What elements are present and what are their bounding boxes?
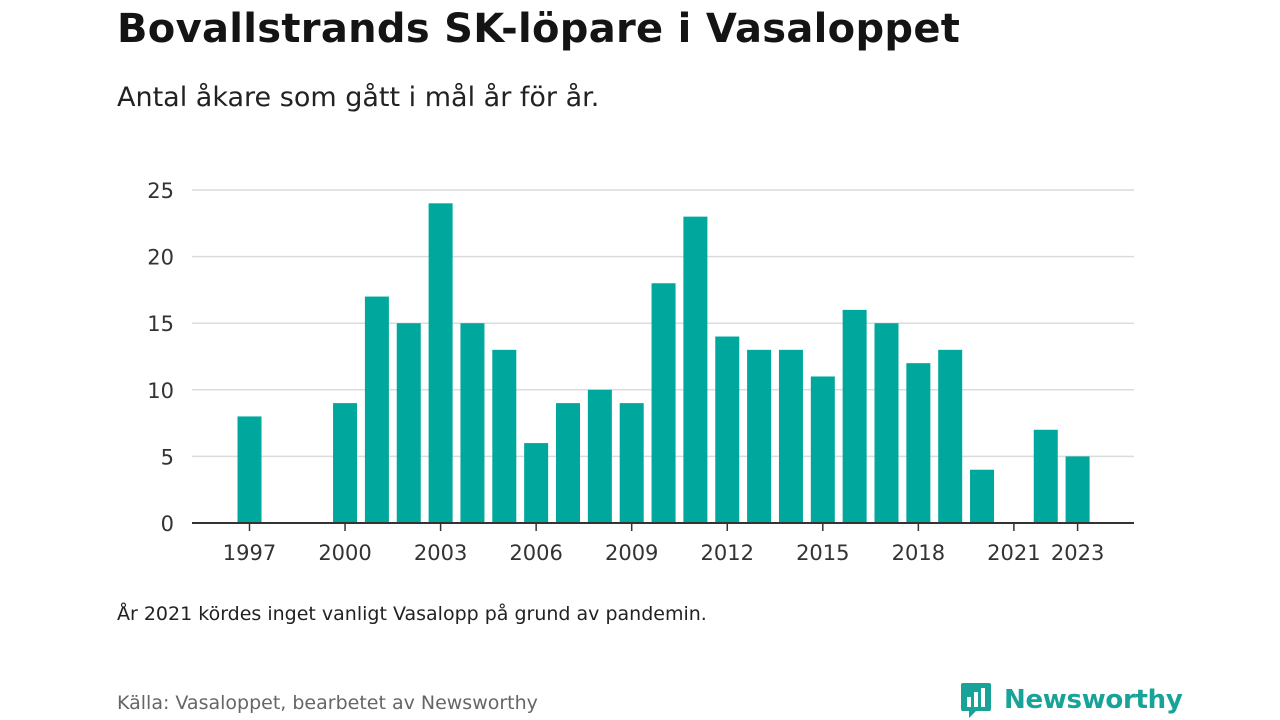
bar-2006: [524, 443, 549, 523]
x-tick-label: 2000: [318, 541, 371, 565]
bar-2011: [683, 216, 708, 523]
x-tick-label: 2009: [605, 541, 658, 565]
bar-2019: [938, 349, 963, 523]
y-tick-label: 10: [147, 379, 174, 403]
bar-2020: [970, 469, 995, 523]
source-credit: Källa: Vasaloppet, bearbetet av Newswort…: [117, 692, 538, 714]
x-tick-label: 2015: [796, 541, 849, 565]
bar-2007: [556, 403, 580, 523]
y-tick-label: 0: [161, 512, 174, 536]
y-tick-label: 5: [161, 445, 174, 469]
bar-2009: [619, 403, 644, 523]
bar-2018: [906, 363, 931, 523]
x-tick-label: 2006: [509, 541, 562, 565]
x-tick-label: 2023: [1051, 541, 1104, 565]
bar-2013: [747, 349, 772, 523]
bar-2001: [364, 296, 389, 523]
bar-1997: [237, 416, 262, 523]
axes: 0 5 10 15 20 25 1997 2000 2003 2006 2009 2012 2015 20…: [147, 179, 1134, 565]
bar-2014: [778, 349, 803, 523]
x-tick-label: 2018: [892, 541, 945, 565]
bar-2022: [1033, 429, 1058, 523]
newsworthy-logo: Newsworthy: [960, 680, 1183, 720]
bar-2023: [1065, 456, 1090, 523]
bar-2015: [810, 376, 835, 523]
bar-2012: [715, 336, 740, 523]
chart-note: År 2021 kördes inget vanligt Vasalopp på…: [117, 603, 707, 625]
bars: [237, 203, 1090, 523]
bar-chart: 0 5 10 15 20 25 1997 2000 2003 2006 2009 2012 2015 20…: [147, 179, 1134, 565]
y-tick-label: 25: [147, 179, 174, 203]
y-tick-label: 15: [147, 312, 174, 336]
chart-subtitle: Antal åkare som gått i mål år för år.: [117, 82, 600, 113]
x-tick-label: 2003: [414, 541, 467, 565]
bar-2016: [842, 309, 867, 523]
bar-2017: [874, 323, 899, 523]
brand-name: Newsworthy: [1004, 685, 1183, 715]
x-tick-label: 2021: [987, 541, 1040, 565]
y-tick-label: 20: [147, 246, 174, 270]
x-tick-label: 2012: [701, 541, 754, 565]
chart-title: Bovallstrands SK-löpare i Vasaloppet: [117, 6, 961, 52]
newsworthy-logo-icon: [961, 683, 991, 718]
bar-2004: [460, 323, 485, 523]
x-tick-label: 1997: [223, 541, 276, 565]
bar-2000: [333, 403, 358, 523]
bar-2002: [396, 323, 421, 523]
bar-2005: [492, 349, 517, 523]
bar-2003: [428, 203, 453, 523]
bar-2010: [651, 283, 676, 523]
bar-2008: [587, 389, 612, 523]
